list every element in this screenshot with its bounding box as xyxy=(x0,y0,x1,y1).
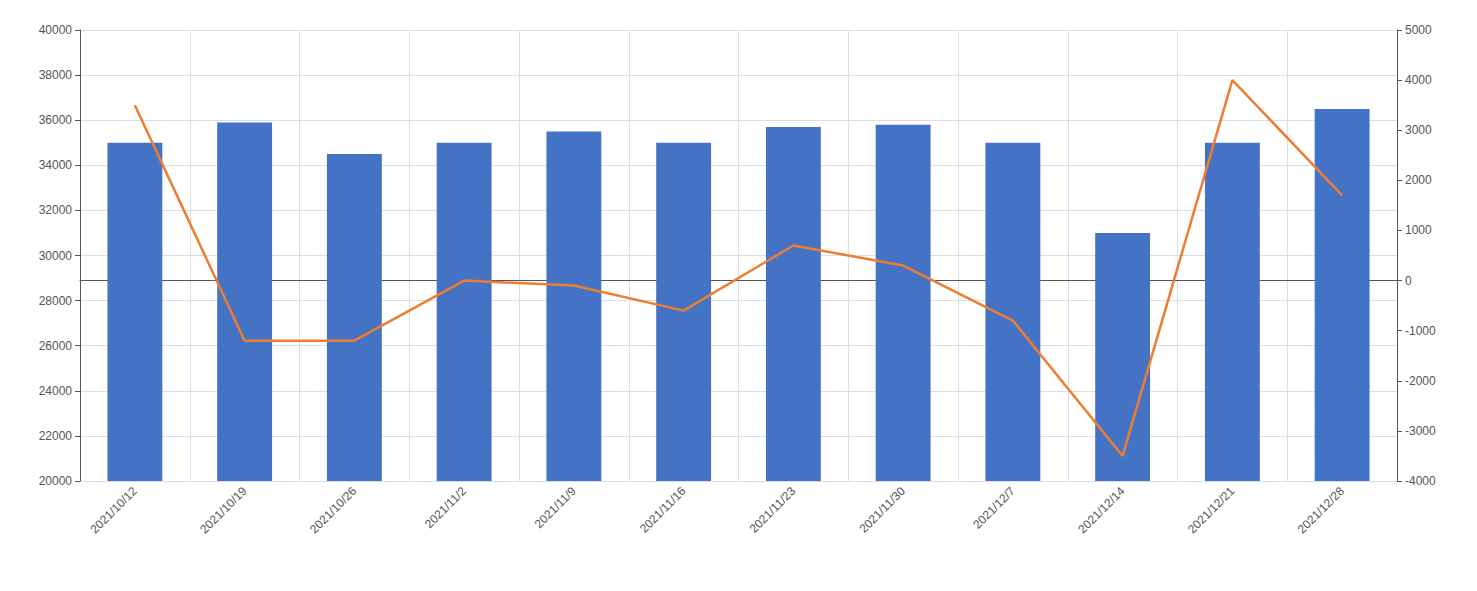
svg-text:2021/12/14: 2021/12/14 xyxy=(1075,484,1128,537)
svg-text:2021/12/7: 2021/12/7 xyxy=(970,484,1018,532)
svg-text:2021/11/2: 2021/11/2 xyxy=(422,484,469,531)
svg-text:-3000: -3000 xyxy=(1405,424,1436,438)
svg-text:2021/11/16: 2021/11/16 xyxy=(637,484,689,536)
svg-text:2021/11/30: 2021/11/30 xyxy=(856,484,908,536)
svg-text:1000: 1000 xyxy=(1405,223,1432,237)
svg-text:30000: 30000 xyxy=(39,249,73,263)
svg-text:-4000: -4000 xyxy=(1405,474,1436,488)
svg-text:28000: 28000 xyxy=(39,294,73,308)
svg-text:40000: 40000 xyxy=(39,23,73,37)
svg-text:2000: 2000 xyxy=(1405,173,1432,187)
svg-text:4000: 4000 xyxy=(1405,73,1432,87)
svg-text:2021/12/28: 2021/12/28 xyxy=(1295,484,1348,537)
svg-text:2021/10/26: 2021/10/26 xyxy=(307,484,360,537)
svg-text:24000: 24000 xyxy=(39,384,73,398)
svg-text:2021/10/19: 2021/10/19 xyxy=(197,484,250,537)
svg-text:-1000: -1000 xyxy=(1405,324,1436,338)
svg-text:5000: 5000 xyxy=(1405,23,1432,37)
svg-text:2021/11/23: 2021/11/23 xyxy=(747,484,799,536)
svg-text:36000: 36000 xyxy=(39,113,73,127)
svg-text:3000: 3000 xyxy=(1405,123,1432,137)
svg-text:2021/11/9: 2021/11/9 xyxy=(532,484,579,531)
svg-text:38000: 38000 xyxy=(39,68,73,82)
svg-text:0: 0 xyxy=(1405,274,1412,288)
svg-text:22000: 22000 xyxy=(39,429,73,443)
svg-text:34000: 34000 xyxy=(39,158,73,172)
svg-text:32000: 32000 xyxy=(39,203,73,217)
svg-text:20000: 20000 xyxy=(39,474,73,488)
svg-text:2021/10/12: 2021/10/12 xyxy=(88,484,141,537)
svg-text:-2000: -2000 xyxy=(1405,374,1436,388)
svg-text:26000: 26000 xyxy=(39,339,73,353)
svg-text:2021/12/21: 2021/12/21 xyxy=(1185,484,1238,537)
